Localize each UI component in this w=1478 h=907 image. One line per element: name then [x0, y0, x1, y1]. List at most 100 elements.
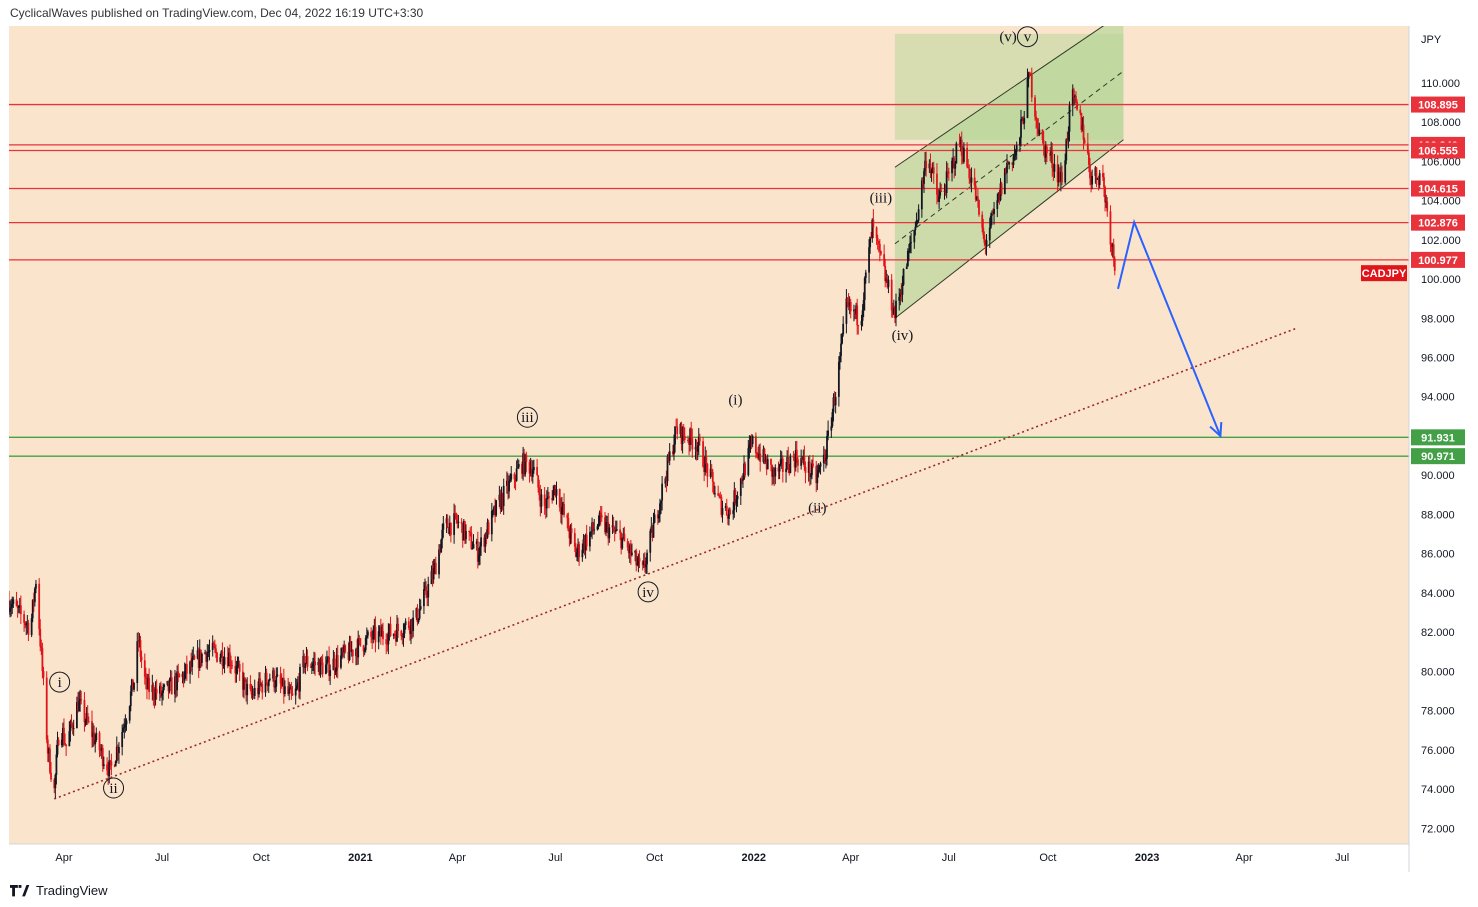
- projection-path[interactable]: [1117, 218, 1222, 437]
- candle-body: [514, 479, 517, 481]
- candle-body: [657, 514, 660, 519]
- candle-body: [628, 545, 631, 554]
- candle-body: [500, 493, 503, 510]
- wave-label-circle: [516, 406, 538, 428]
- candle-body: [114, 761, 117, 767]
- candle-body: [492, 510, 494, 512]
- candle-body: [960, 139, 963, 156]
- candle-body: [855, 305, 858, 315]
- candle-body: [471, 548, 474, 550]
- candle-body: [379, 627, 382, 637]
- candle-body: [770, 459, 772, 465]
- candle-body: [689, 428, 692, 445]
- candle-body: [9, 600, 10, 612]
- candle-body: [132, 679, 134, 690]
- candle-body: [982, 227, 985, 236]
- candle-body: [772, 469, 775, 477]
- footer-brand[interactable]: TradingView: [36, 882, 108, 898]
- candle-body: [253, 687, 256, 696]
- level-price-badge[interactable]: [1411, 96, 1465, 113]
- wave-label[interactable]: (iv): [892, 328, 914, 344]
- candle-body: [978, 200, 980, 215]
- candle-body: [304, 663, 307, 669]
- candle-body: [440, 539, 443, 553]
- candle-body: [222, 664, 225, 666]
- candle-body: [1066, 139, 1069, 141]
- candle-body: [966, 147, 969, 167]
- candle-body: [72, 728, 75, 730]
- time-axis-panel[interactable]: [9, 844, 1409, 872]
- wave-label[interactable]: iii: [521, 410, 534, 426]
- level-price-badge[interactable]: [1411, 214, 1465, 231]
- candle-body: [807, 461, 810, 473]
- wave-label[interactable]: v: [1024, 30, 1032, 46]
- trendline[interactable]: [53, 327, 1298, 800]
- candle-body: [914, 226, 917, 231]
- candle-body: [251, 693, 254, 695]
- level-price-label: 100.977: [1418, 255, 1458, 267]
- candle-body: [265, 672, 268, 684]
- channel-median-line[interactable]: [894, 70, 1124, 245]
- candle-body: [231, 665, 233, 667]
- candle-body: [250, 688, 253, 695]
- candle-body: [1081, 124, 1084, 130]
- level-price-badge[interactable]: [1411, 251, 1465, 268]
- candle-body: [968, 168, 971, 179]
- candle-body: [808, 461, 811, 477]
- candle-body: [264, 672, 267, 693]
- wave-label[interactable]: ii: [109, 781, 117, 797]
- candle-body: [1037, 127, 1040, 134]
- candle-body: [109, 760, 112, 762]
- candle-body: [766, 459, 769, 470]
- price-tick-label: 84.000: [1421, 588, 1455, 600]
- candle-body: [65, 744, 68, 747]
- candle-body: [620, 532, 623, 549]
- candle-body: [130, 679, 133, 692]
- candle-body: [611, 525, 614, 528]
- candle-body: [46, 739, 49, 754]
- symbol-badge-label: CADJPY: [1362, 268, 1407, 280]
- candle-body: [95, 732, 98, 741]
- level-price-badge[interactable]: [1411, 142, 1465, 159]
- candle-body: [720, 496, 723, 515]
- candle-body: [702, 441, 704, 467]
- candle-body: [388, 624, 391, 633]
- candle-body: [871, 219, 874, 239]
- candle-body: [294, 688, 297, 696]
- channel-upper-line[interactable]: [894, 26, 1123, 168]
- channel-lower-line[interactable]: [894, 139, 1124, 319]
- candle-body: [1112, 244, 1115, 259]
- candle-body: [650, 526, 653, 531]
- candle-body: [962, 147, 965, 163]
- candle-body: [763, 449, 766, 462]
- wave-label[interactable]: iv: [642, 585, 654, 601]
- candle-body: [211, 643, 214, 651]
- candle-body: [181, 673, 184, 678]
- level-price-badge[interactable]: [1411, 448, 1465, 465]
- candle-body: [306, 656, 309, 667]
- tradingview-logo-icon[interactable]: [10, 883, 30, 897]
- candle-body: [287, 686, 290, 694]
- candle-body: [997, 192, 1000, 201]
- candle-body: [649, 530, 652, 553]
- candle-body: [317, 662, 320, 666]
- wave-label[interactable]: (i): [728, 393, 742, 409]
- candle-body: [140, 656, 143, 661]
- candle-body: [1058, 171, 1061, 182]
- wave-label[interactable]: i: [58, 675, 62, 691]
- candle-body: [238, 664, 241, 672]
- wave-label[interactable]: (v): [999, 30, 1017, 46]
- candle-body: [523, 453, 526, 475]
- wave-label[interactable]: (iii): [870, 191, 893, 207]
- level-price-badge[interactable]: [1411, 429, 1465, 446]
- candle-body: [668, 451, 671, 461]
- wave-label[interactable]: (ii): [808, 500, 826, 516]
- level-price-badge[interactable]: [1411, 180, 1465, 197]
- candle-body: [646, 552, 648, 565]
- candle-body: [923, 171, 925, 184]
- symbol-badge[interactable]: [1361, 265, 1407, 282]
- candle-body: [267, 680, 270, 687]
- candle-body: [627, 547, 630, 554]
- candle-body: [356, 649, 359, 658]
